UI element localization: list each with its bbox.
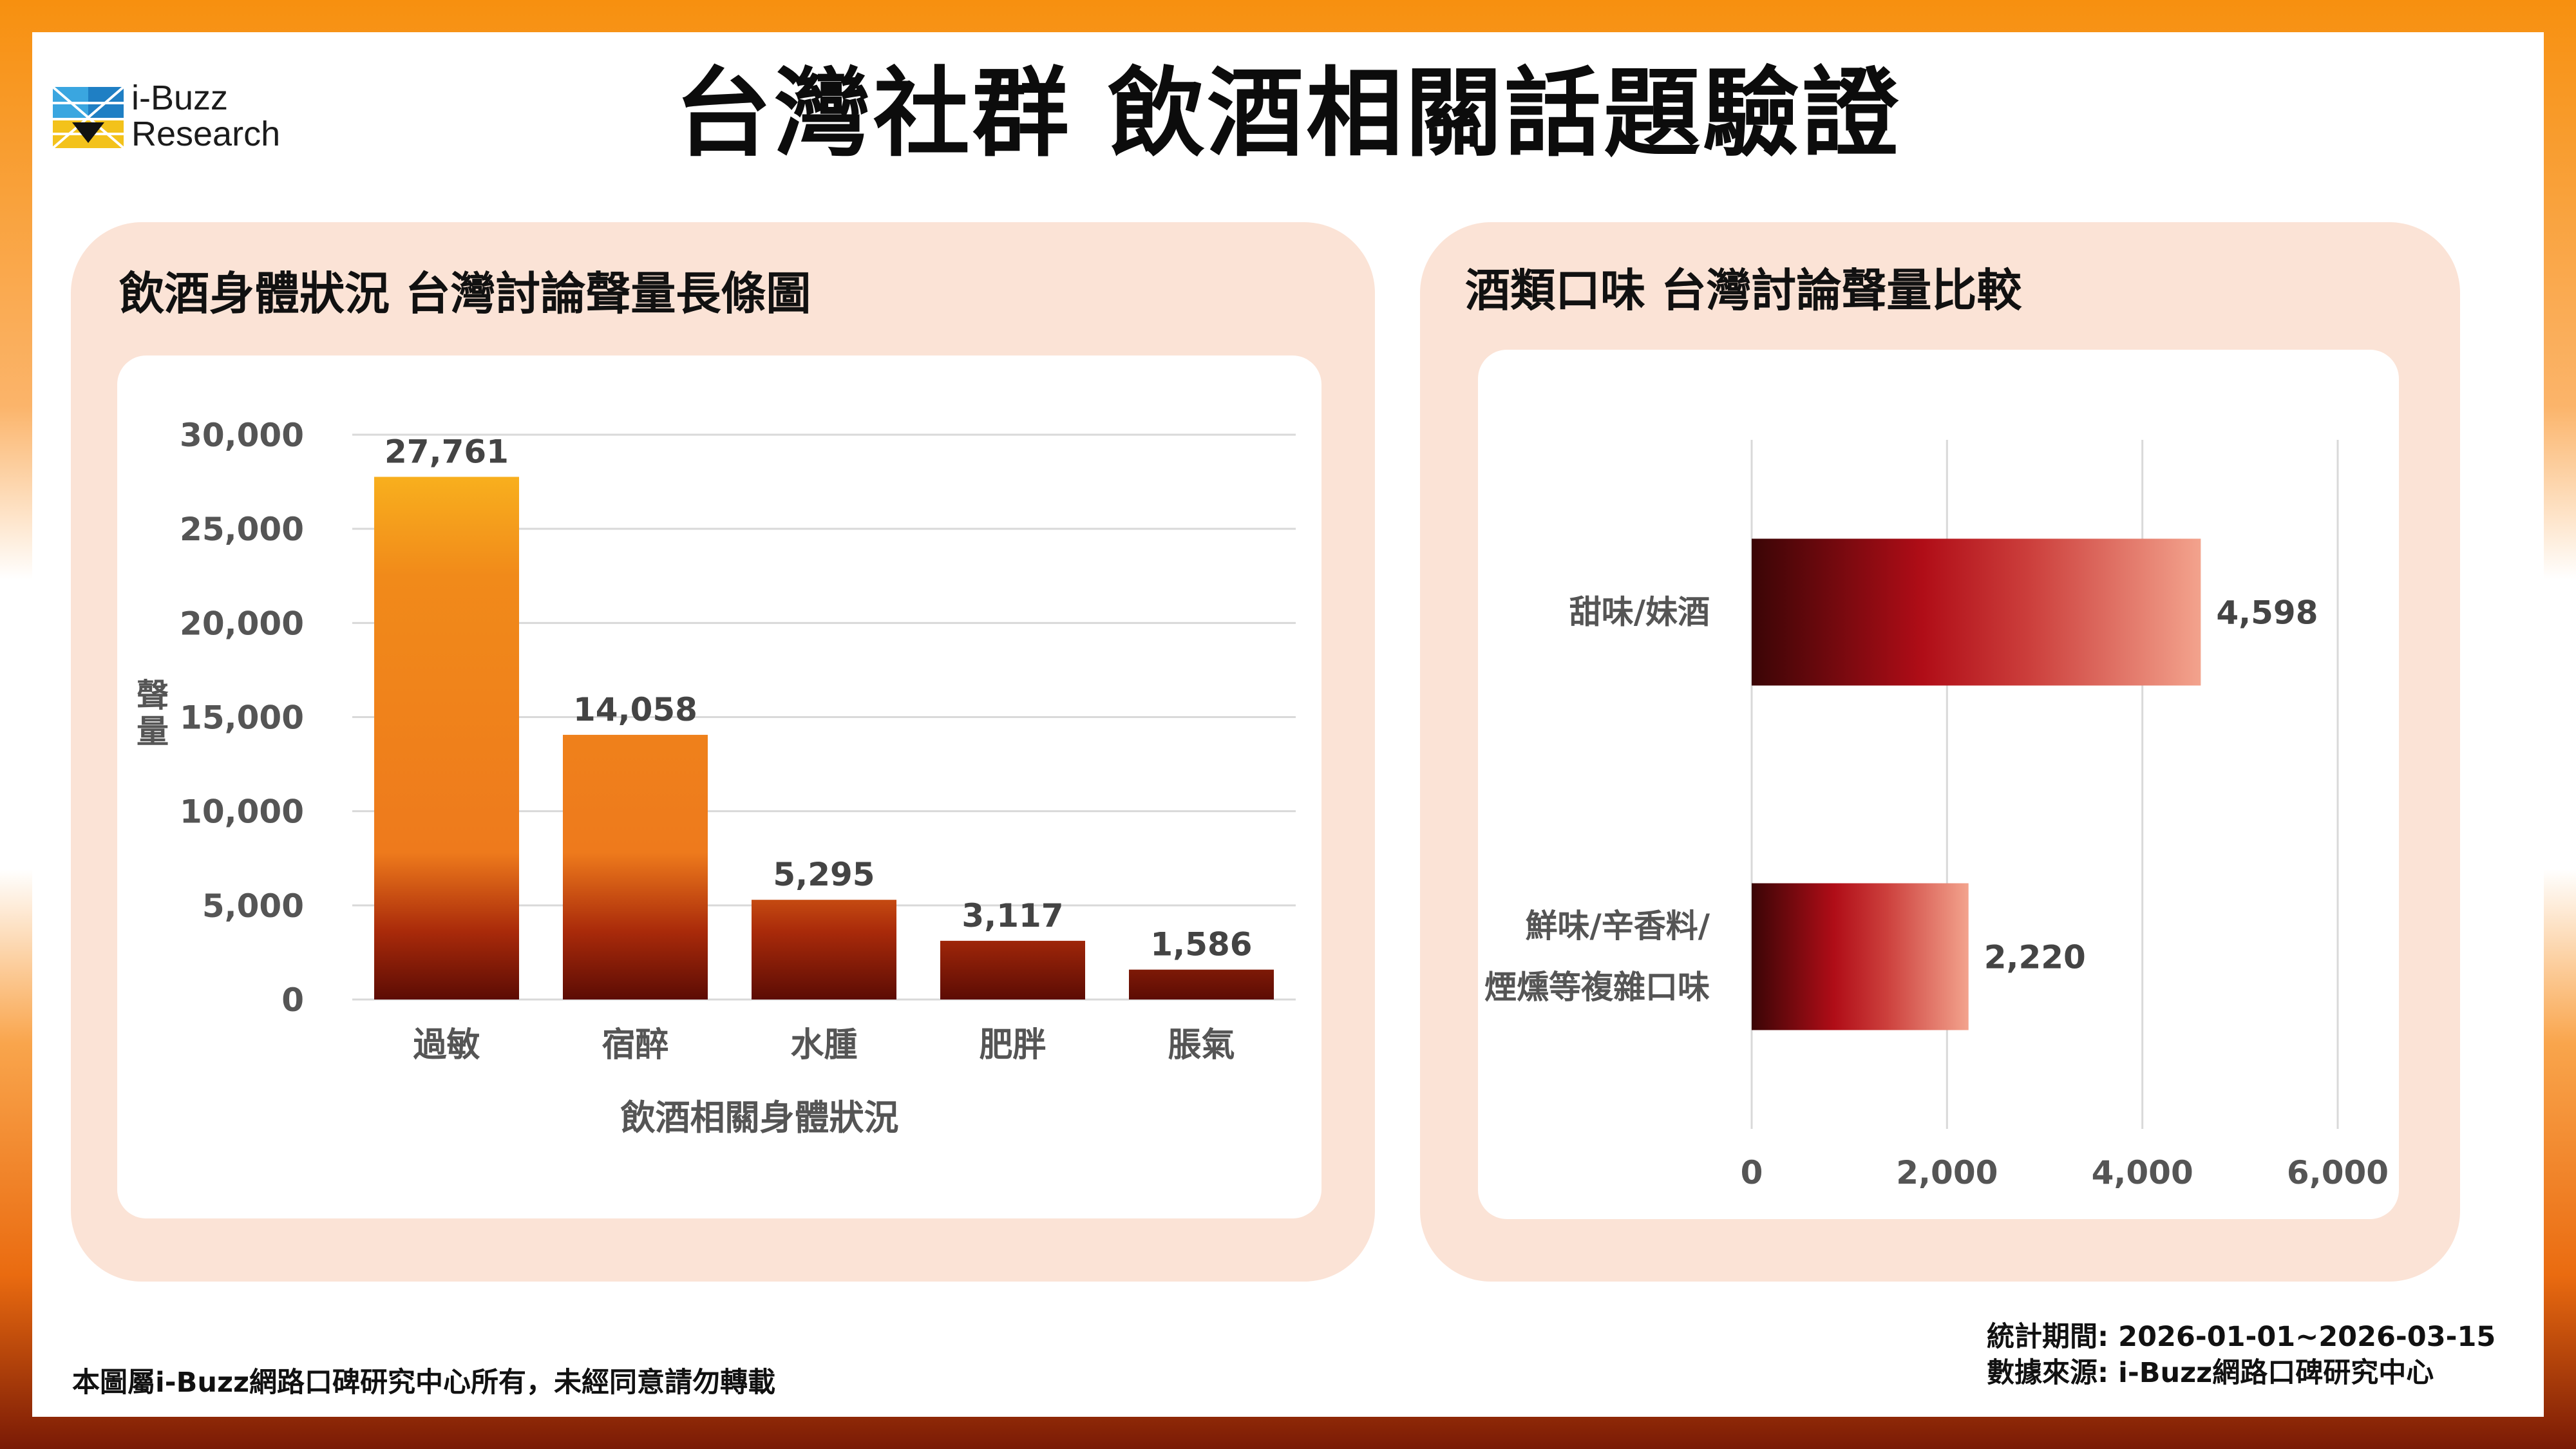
- y-tick-label: 30,000: [180, 417, 304, 454]
- vertical-bar-chart: 0 5,000 10,000 15,000 20,000 25,000 30,000 27,7…: [137, 417, 1296, 1138]
- x-tick-label: 4,000: [2092, 1154, 2193, 1191]
- y-category-label-line: 煙燻等複雜口味: [1484, 969, 1710, 1006]
- data-source: 數據來源: i-Buzz網路口碑研究中心: [1987, 1357, 2434, 1389]
- bar-value-label: 5,295: [773, 856, 875, 893]
- hbar-chart-title: 酒類口味 台灣討論聲量比較: [1465, 264, 2022, 317]
- x-tick-label: 0: [1741, 1154, 1763, 1191]
- bar-value-label: 14,058: [573, 691, 697, 728]
- y-category-label: 鮮味/辛香料/煙燻等複雜口味: [1484, 907, 1710, 1006]
- x-tick-label: 2,000: [1896, 1154, 1998, 1191]
- hbar: [1752, 538, 2201, 686]
- y-tick-label: 15,000: [180, 699, 304, 737]
- i-buzz-cube-logo-icon: [53, 86, 124, 149]
- y-tick-label: 10,000: [180, 793, 304, 831]
- hbar: [1752, 883, 1969, 1030]
- hbar-chart-card: 0 2,000 4,000 6,000 4,598 甜味/妹酒 2,220 鮮味/辛香料/煙燻…: [1478, 350, 2399, 1219]
- bar: [563, 735, 708, 999]
- bar: [752, 900, 896, 999]
- x-axis-title: 飲酒相關身體狀況: [621, 1097, 899, 1138]
- body-condition-panel: 飲酒身體狀況 台灣討論聲量長條圖 0 5,000 10,000 15,000 20,00…: [71, 222, 1375, 1282]
- y-axis-title-char: 聲: [137, 677, 169, 714]
- y-tick-label: 0: [281, 981, 304, 1019]
- y-category-label-line: 鮮味/辛香料/: [1525, 907, 1710, 945]
- y-axis-title-char: 量: [137, 713, 169, 750]
- flavor-panel: 酒類口味 台灣討論聲量比較 0 2,000 4,000 6,000 4,598 甜味/妹酒…: [1420, 222, 2460, 1282]
- bar: [940, 940, 1085, 999]
- y-tick-label: 25,000: [180, 511, 304, 548]
- stats-info: 統計期間: 2026-01-01~2026-03-15 數據來源: i-Buzz…: [1987, 1319, 2496, 1391]
- y-tick-label: 20,000: [180, 605, 304, 642]
- bar-value-label: 1,586: [1150, 926, 1252, 963]
- stats-period: 統計期間: 2026-01-01~2026-03-15: [1987, 1321, 2496, 1353]
- x-category-label: 宿醉: [601, 1026, 668, 1065]
- hbar-value-label: 2,220: [1984, 939, 2086, 976]
- hbar-value-label: 4,598: [2216, 594, 2318, 632]
- page-title: 台灣社群 飲酒相關話題驗證: [674, 58, 1902, 170]
- x-tick-label: 6,000: [2287, 1154, 2389, 1191]
- bar-chart-title: 飲酒身體狀況 台灣討論聲量長條圖: [119, 267, 811, 320]
- x-category-label: 脹氣: [1168, 1026, 1235, 1065]
- y-tick-label: 5,000: [202, 887, 304, 925]
- x-category-label: 肥胖: [979, 1026, 1046, 1065]
- x-category-label: 水腫: [790, 1026, 857, 1065]
- copyright-notice: 本圖屬i-Buzz網路口碑研究中心所有，未經同意請勿轉載: [72, 1367, 776, 1399]
- brand-line1: i-Buzz: [131, 79, 229, 117]
- y-axis-title: 聲量: [137, 677, 169, 750]
- brand-line2: Research: [131, 115, 281, 153]
- brand-name: i-Buzz Research: [131, 80, 280, 152]
- x-category-label: 過敏: [413, 1026, 480, 1065]
- bar-value-label: 27,761: [384, 433, 509, 470]
- bar-value-label: 3,117: [961, 897, 1063, 934]
- y-category-label: 甜味/妹酒: [1569, 594, 1710, 631]
- horizontal-bar-chart: 0 2,000 4,000 6,000 4,598 甜味/妹酒 2,220 鮮味/辛香料/煙燻…: [1484, 440, 2389, 1191]
- brand-logo: i-Buzz Research: [53, 76, 323, 153]
- y-category-label-line: 甜味/妹酒: [1569, 594, 1710, 631]
- bar: [374, 477, 519, 999]
- bar: [1129, 969, 1274, 999]
- bar-chart-card: 0 5,000 10,000 15,000 20,000 25,000 30,000 27,7…: [117, 355, 1321, 1218]
